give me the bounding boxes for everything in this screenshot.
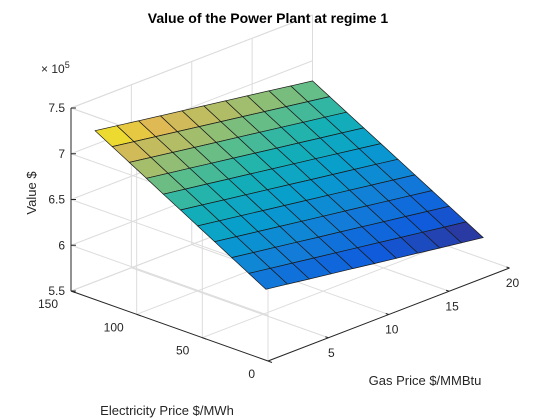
z-exponent-base: × 10: [41, 62, 65, 76]
z-axis-label: Value $: [24, 171, 39, 215]
side-wall-grid-z: [70, 244, 269, 316]
surface-plot: [94, 80, 484, 290]
x-tick-mark: [325, 336, 329, 339]
floor-grid-x: [131, 267, 329, 339]
floor-grid-y: [202, 244, 445, 339]
z-tick-label: 6: [58, 238, 65, 252]
y-tick-label: 150: [38, 297, 58, 311]
x-tick-label: 10: [385, 323, 399, 337]
x-tick-mark: [506, 266, 510, 269]
z-tick-label: 6.5: [48, 193, 65, 207]
y-tick-label: 0: [248, 367, 255, 381]
z-exponent-label: × 105: [41, 60, 70, 76]
z-tick-label: 7.5: [48, 101, 65, 115]
y-tick-mark: [267, 360, 273, 363]
y-tick-label: 100: [104, 320, 124, 334]
x-tick-mark: [385, 313, 389, 315]
y-tick-mark: [136, 313, 141, 317]
axis-lines: [70, 107, 510, 363]
z-tick-label: 7: [58, 147, 65, 161]
surface-patch: [443, 221, 484, 244]
y-tick-label: 50: [176, 344, 190, 358]
y-tick-mark: [202, 337, 207, 340]
x-tick-label: 5: [328, 346, 335, 360]
y-axis-line: [70, 290, 269, 362]
x-tick-label: 20: [506, 276, 520, 290]
z-exponent-power: 5: [65, 60, 70, 70]
chart-title: Value of the Power Plant at regime 1: [148, 10, 389, 26]
back-wall-top: [70, 14, 313, 109]
y-axis-label: Electricity Price $/MWh: [100, 403, 234, 418]
x-axis-label: Gas Price $/MMBtu: [369, 373, 482, 388]
x-tick-mark: [445, 289, 450, 292]
z-tick-label: 5.5: [48, 284, 65, 298]
x-tick-label: 15: [445, 299, 459, 313]
